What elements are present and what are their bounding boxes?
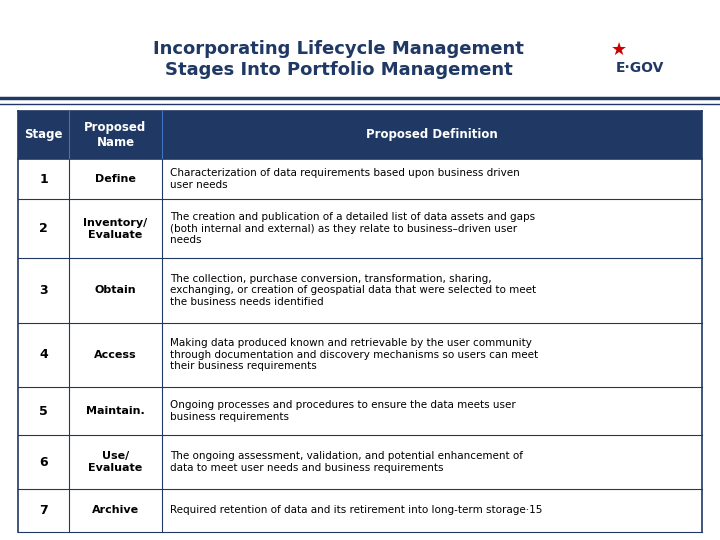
Text: Incorporating Lifecycle Management
Stages Into Portfolio Management: Incorporating Lifecycle Management Stage… — [153, 40, 524, 79]
Text: 2: 2 — [40, 222, 48, 235]
Bar — [18, 435, 702, 489]
Text: Access: Access — [94, 350, 137, 360]
Bar — [18, 258, 702, 322]
Text: 3: 3 — [40, 284, 48, 297]
Text: Making data produced known and retrievable by the user community
through documen: Making data produced known and retrievab… — [171, 338, 539, 372]
Text: Inventory/
Evaluate: Inventory/ Evaluate — [84, 218, 148, 240]
Text: The collection, purchase conversion, transformation, sharing,
exchanging, or cre: The collection, purchase conversion, tra… — [171, 274, 536, 307]
Text: Proposed Definition: Proposed Definition — [366, 129, 498, 141]
Text: Characterization of data requirements based upon business driven
user needs: Characterization of data requirements ba… — [171, 168, 520, 190]
Bar — [18, 199, 702, 258]
Bar — [0, 16, 720, 103]
Text: 1: 1 — [40, 173, 48, 186]
Text: Define: Define — [95, 174, 136, 184]
Text: Required retention of data and its retirement into long-term storage·15: Required retention of data and its retir… — [171, 505, 543, 516]
Text: ★: ★ — [611, 40, 627, 59]
Text: Ongoing processes and procedures to ensure the data meets user
business requirem: Ongoing processes and procedures to ensu… — [171, 400, 516, 422]
Bar — [18, 387, 702, 435]
Bar — [18, 159, 702, 199]
Bar — [18, 489, 702, 532]
Bar — [18, 111, 702, 159]
Text: The creation and publication of a detailed list of data assets and gaps
(both in: The creation and publication of a detail… — [171, 212, 536, 245]
Text: Archive: Archive — [92, 505, 139, 516]
Text: Obtain: Obtain — [94, 286, 136, 295]
Text: 4: 4 — [40, 348, 48, 361]
Text: E·GOV: E·GOV — [616, 60, 664, 75]
Text: 6: 6 — [40, 456, 48, 469]
Text: Use/
Evaluate: Use/ Evaluate — [89, 451, 143, 473]
Text: The ongoing assessment, validation, and potential enhancement of
data to meet us: The ongoing assessment, validation, and … — [171, 451, 523, 473]
Text: Maintain.: Maintain. — [86, 406, 145, 416]
Text: 7: 7 — [40, 504, 48, 517]
Text: Stage: Stage — [24, 129, 63, 141]
Text: 5: 5 — [40, 404, 48, 417]
Text: Proposed
Name: Proposed Name — [84, 121, 147, 149]
Bar — [18, 322, 702, 387]
